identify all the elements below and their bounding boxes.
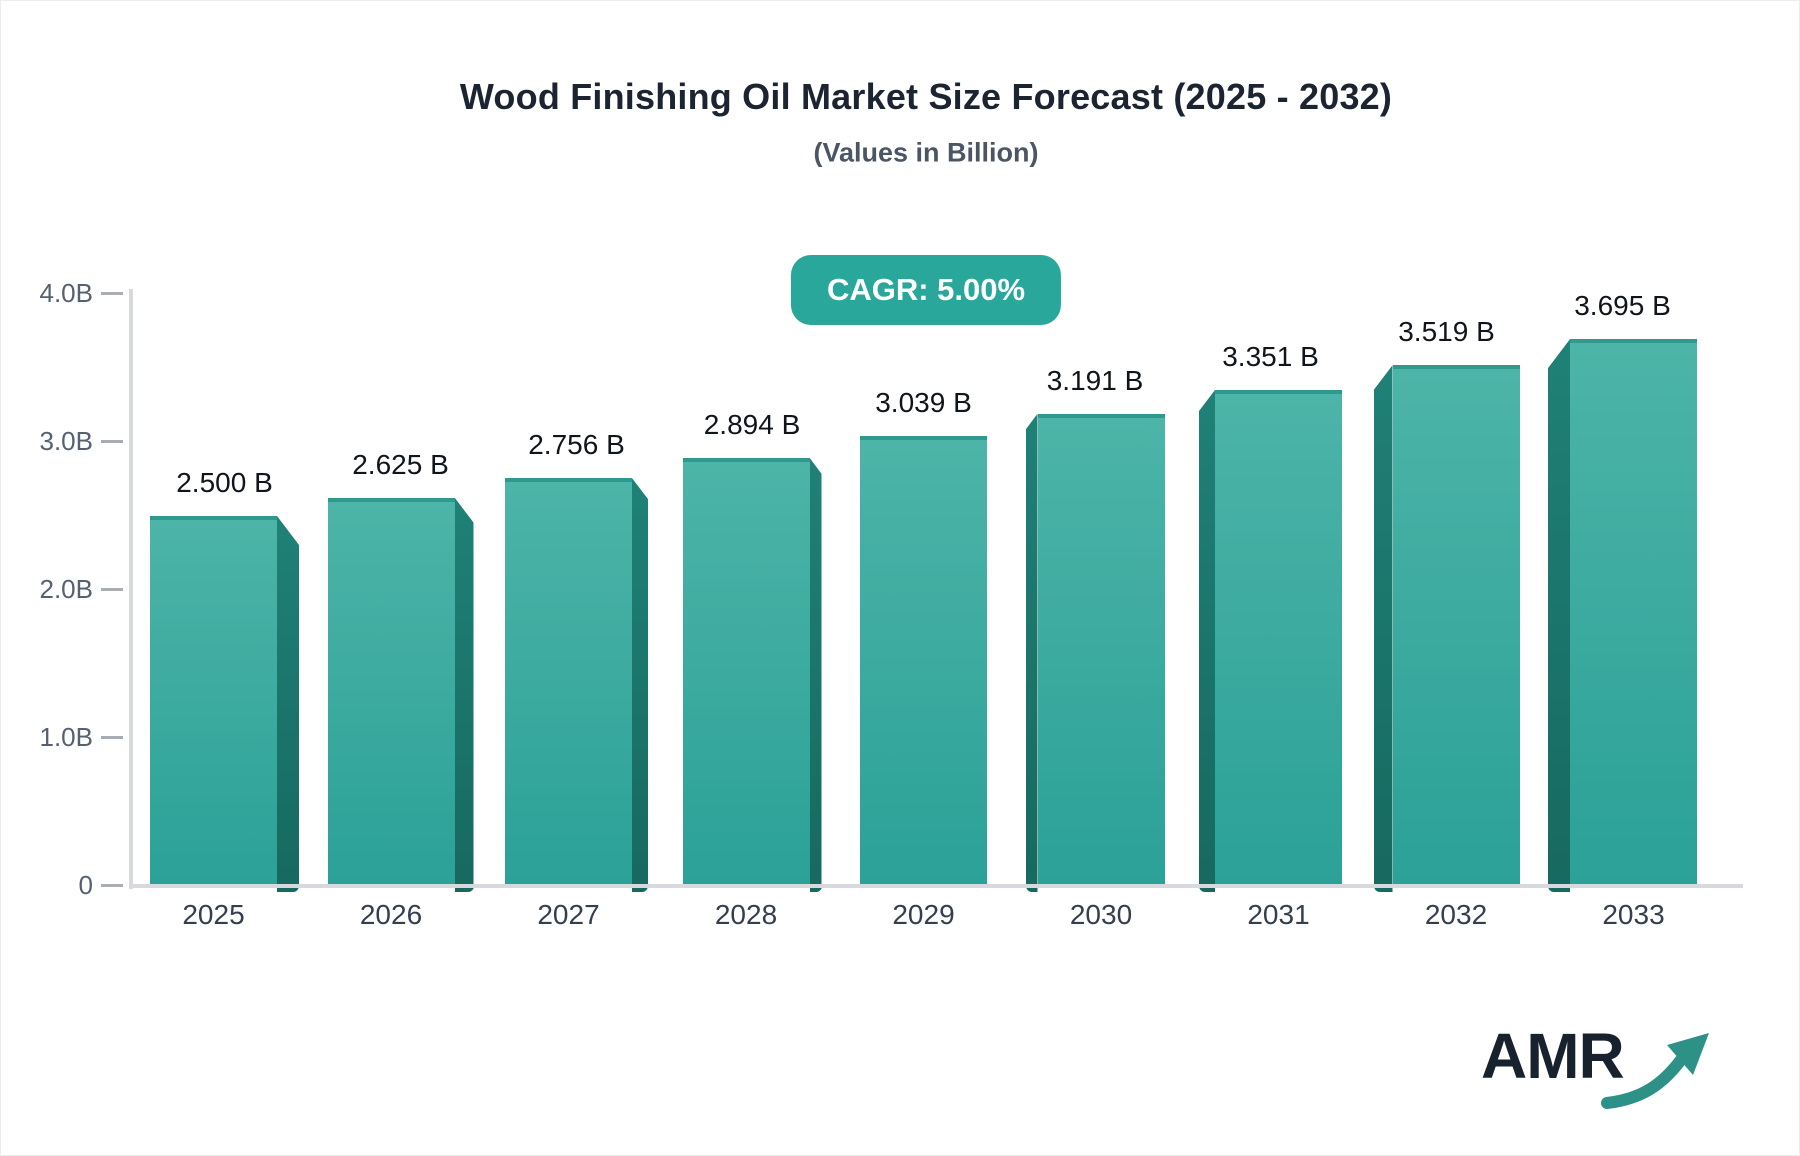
y-tick-label: 0 xyxy=(78,870,93,900)
chart-subtitle: (Values in Billion) xyxy=(813,137,1039,168)
bar-2026 xyxy=(327,497,455,886)
bar-top-edge-2031 xyxy=(1215,390,1342,395)
x-tick-label-2031: 2031 xyxy=(1247,899,1310,930)
bar-value-label: 3.351 B xyxy=(1222,341,1319,373)
bar-2030 xyxy=(1037,413,1165,886)
bar-top-edge-2030 xyxy=(1037,413,1165,418)
bar-value-label: 3.039 B xyxy=(875,387,972,419)
y-tick-label: 1.0B xyxy=(39,722,94,752)
x-tick-label-2033: 2033 xyxy=(1602,899,1665,930)
y-tick-mark xyxy=(101,440,123,443)
x-tick-label-2030: 2030 xyxy=(1069,899,1133,930)
bar-value-label: 3.519 B xyxy=(1398,316,1495,348)
x-tick-label-2027: 2027 xyxy=(537,899,600,930)
y-tick-mark xyxy=(101,736,123,739)
chart-title: Wood Finishing Oil Market Size Forecast … xyxy=(459,76,1393,117)
amr-logo: AMR xyxy=(1481,1013,1711,1113)
y-tick-mark xyxy=(101,292,123,295)
bar-2032 xyxy=(1392,365,1520,886)
x-tick-label-2025: 2025 xyxy=(182,899,245,930)
y-tick-mark xyxy=(101,588,123,591)
bar-side-2028 xyxy=(809,457,822,892)
bar-value-label: 3.695 B xyxy=(1574,290,1671,322)
y-tick-label: 2.0B xyxy=(39,574,94,604)
x-tick-label-2026: 2026 xyxy=(359,899,423,930)
bar-value-label: 3.191 B xyxy=(1046,364,1144,396)
cagr-badge: CAGR: 5.00% xyxy=(790,255,1062,325)
bar-side-2027 xyxy=(632,478,648,892)
bar-side-2030 xyxy=(1025,413,1038,892)
bar-top-edge-2033 xyxy=(1570,339,1697,344)
x-tick-label-2029: 2029 xyxy=(892,899,955,930)
bar-top-edge-2025 xyxy=(150,516,277,520)
bar-side-2031 xyxy=(1199,390,1215,892)
bar-2027 xyxy=(505,478,632,886)
bar-side-2033 xyxy=(1548,339,1570,892)
bar-side-2026 xyxy=(454,497,474,892)
bar-value-label: 2.894 B xyxy=(703,408,801,440)
y-tick-label: 3.0B xyxy=(39,426,94,456)
bar-2031 xyxy=(1215,390,1342,886)
bar-2025 xyxy=(150,516,277,886)
bar-2029 xyxy=(860,436,987,886)
bar-top-edge-2027 xyxy=(505,478,632,483)
bar-side-2025 xyxy=(277,516,299,892)
amr-logo-text: AMR xyxy=(1481,1020,1625,1092)
bar-value-label: 2.625 B xyxy=(352,448,449,480)
bar-value-label: 2.500 B xyxy=(176,467,273,498)
growth-arrow-icon xyxy=(1601,1033,1709,1109)
bar-side-2032 xyxy=(1373,365,1393,892)
bar-2028 xyxy=(682,457,810,886)
bar-top-edge-2028 xyxy=(682,457,810,462)
y-tick-mark xyxy=(101,884,123,887)
x-tick-label-2028: 2028 xyxy=(714,899,778,930)
bar-top-edge-2029 xyxy=(860,436,987,441)
y-axis-line xyxy=(129,289,133,889)
bar-top-edge-2026 xyxy=(327,497,455,502)
bar-top-edge-2032 xyxy=(1392,365,1520,370)
y-tick-label: 4.0B xyxy=(39,278,94,308)
x-tick-label-2032: 2032 xyxy=(1424,899,1488,930)
bar-2033 xyxy=(1570,339,1697,886)
x-axis-line xyxy=(129,884,1743,888)
bar-value-label: 2.756 B xyxy=(528,429,625,461)
